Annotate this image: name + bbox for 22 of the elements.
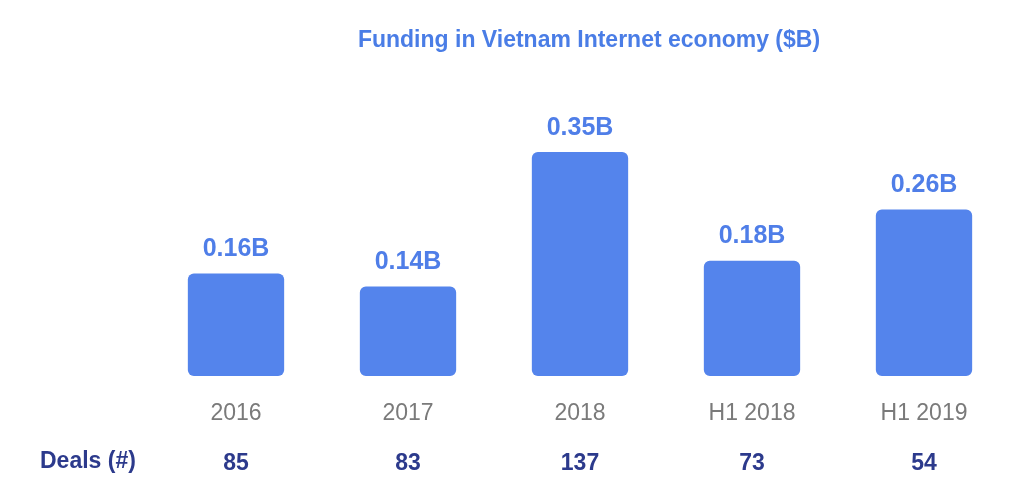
bar bbox=[875, 209, 973, 376]
bar bbox=[703, 260, 801, 376]
text: Deals (#) bbox=[40, 446, 136, 473]
data-label: 0.35B bbox=[546, 111, 614, 140]
x-tick-label: 2017 bbox=[382, 398, 434, 425]
data-label: 0.18B bbox=[718, 220, 786, 249]
x-tick-label: H1 2018 bbox=[708, 398, 796, 425]
text: 54 bbox=[911, 449, 937, 475]
bar bbox=[531, 152, 629, 376]
x-tick-label: H1 2019 bbox=[880, 398, 968, 425]
bar bbox=[359, 286, 457, 376]
text: 73 bbox=[739, 449, 765, 475]
text: 137 bbox=[560, 449, 600, 475]
bar bbox=[187, 273, 285, 376]
text: 83 bbox=[395, 449, 421, 475]
data-label: 0.16B bbox=[202, 233, 270, 262]
data-label: 0.14B bbox=[374, 245, 442, 274]
data-label: 0.26B bbox=[890, 169, 958, 198]
x-tick-label: 2016 bbox=[210, 398, 262, 425]
text: 85 bbox=[223, 449, 249, 475]
chart-title: Funding in Vietnam Internet economy ($B) bbox=[357, 25, 821, 52]
x-tick-label: 2018 bbox=[554, 398, 606, 425]
